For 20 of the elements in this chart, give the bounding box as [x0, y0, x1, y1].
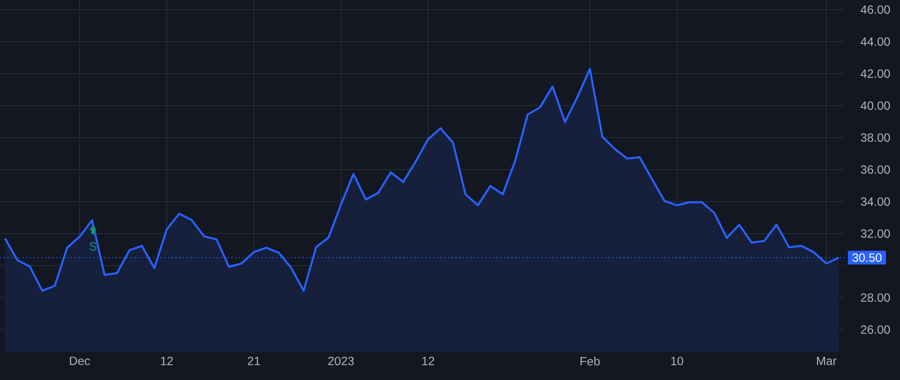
- y-tick-label: 34.00: [860, 197, 890, 206]
- y-tick-label: 28.00: [860, 293, 890, 302]
- x-tick-label: Mar: [816, 356, 836, 366]
- y-tick-label: 38.00: [860, 133, 890, 142]
- y-tick-label: 42.00: [860, 69, 890, 78]
- y-tick-label: 26.00: [860, 325, 890, 334]
- x-tick-label: 12: [422, 356, 434, 366]
- x-tick-label: 12: [161, 356, 173, 366]
- y-tick-label: 32.00: [860, 229, 890, 238]
- x-tick-label: 21: [248, 356, 260, 366]
- y-tick-label: 46.00: [860, 5, 890, 14]
- x-tick-label: Feb: [580, 356, 600, 366]
- x-tick-label: 2023: [328, 356, 354, 366]
- ref-line-label: 30.50: [852, 253, 882, 262]
- y-tick-label: 40.00: [860, 101, 890, 110]
- x-tick-label: Dec: [70, 356, 90, 366]
- annotation: S: [90, 242, 96, 251]
- y-tick-label: 44.00: [860, 37, 890, 46]
- x-tick-label: 10: [671, 356, 684, 366]
- y-tick-label: 36.00: [860, 165, 890, 174]
